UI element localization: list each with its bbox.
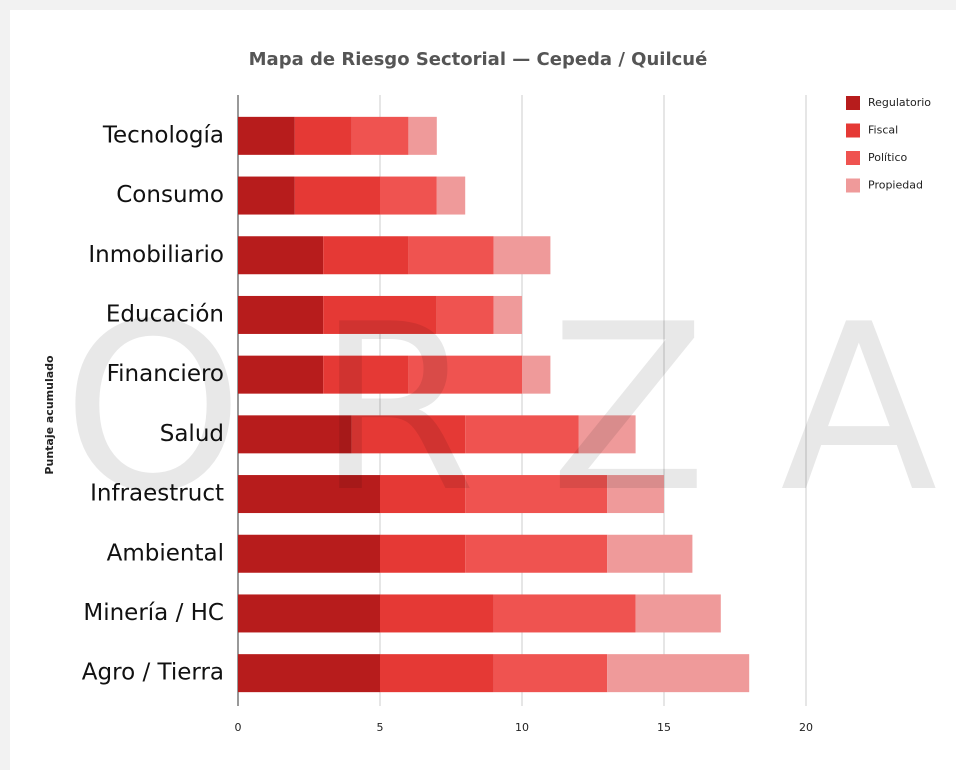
legend-label: Regulatorio [868, 96, 931, 109]
bar-segment [323, 355, 409, 394]
y-tick-label: Inmobiliario [88, 242, 224, 268]
bar-segment [238, 176, 295, 215]
x-tick-label: 5 [377, 721, 384, 734]
legend-label: Propiedad [868, 179, 923, 192]
bar-segment [522, 355, 551, 394]
bar-segment [465, 415, 579, 454]
bar-segment [380, 475, 466, 514]
bar-segment [607, 654, 750, 693]
bar-segment [465, 534, 608, 573]
bar-segment [238, 415, 352, 454]
bar-segment [294, 116, 352, 155]
bar-segment [408, 355, 522, 394]
y-tick-label: Educación [106, 301, 224, 327]
legend-swatch [846, 178, 860, 193]
plot: 0 5 10 15 20 Tecnología Consumo Inmobiliario Edu… [82, 95, 813, 734]
x-tick-label: 10 [515, 721, 529, 734]
bar-segment [607, 534, 693, 573]
bar-segment [408, 116, 437, 155]
bar-segment [238, 654, 380, 693]
legend-swatch [846, 96, 860, 110]
bar-segment [351, 415, 466, 454]
bar-segment [238, 236, 324, 275]
bar-segment [323, 295, 437, 334]
y-tick-label: Ambiental [107, 540, 224, 566]
bar-segment [493, 594, 636, 633]
bar-segment [578, 415, 636, 454]
bar-segment [380, 594, 494, 633]
bar-segment [238, 116, 295, 155]
bar-segment [465, 475, 608, 514]
bar-segment [493, 654, 608, 693]
watermark: O R Z A [62, 276, 937, 543]
bar-segment [238, 534, 380, 573]
y-tick-label: Minería / HC [83, 600, 224, 626]
bar-segment [493, 236, 551, 275]
bar-segment [635, 594, 721, 633]
chart-title: Mapa de Riesgo Sectorial — Cepeda / Quil… [249, 49, 708, 70]
bar-segment [238, 355, 324, 394]
legend-swatch [846, 151, 860, 165]
bar-segment [607, 475, 664, 514]
bar-segment [436, 176, 466, 215]
x-tick-label: 0 [235, 721, 242, 734]
bar-segment [380, 534, 466, 573]
bar-segment [294, 176, 380, 215]
x-tick-label: 15 [657, 721, 671, 734]
bar-segment [493, 295, 522, 334]
bar-segment [351, 116, 409, 155]
bar-segment [238, 475, 380, 514]
bar-segment [380, 654, 494, 693]
y-tick-label: Consumo [116, 182, 224, 208]
bar-segment [238, 594, 380, 633]
bar-segment [380, 176, 437, 215]
x-tick-label: 20 [799, 721, 813, 734]
y-tick-label: Financiero [107, 361, 224, 387]
y-tick-label: Infraestruct [90, 481, 224, 507]
y-tick-label: Tecnología [102, 122, 224, 148]
bar-segment [408, 236, 494, 275]
legend-label: Político [868, 151, 908, 164]
legend-label: Fiscal [868, 124, 898, 137]
y-tick-label: Agro / Tierra [82, 660, 224, 686]
y-axis-label: Puntaje acumulado [43, 355, 56, 475]
legend-swatch [846, 123, 860, 138]
bar-segment [238, 295, 324, 334]
bar-segment [323, 236, 409, 275]
bar-segment [436, 295, 494, 334]
y-tick-label: Salud [160, 421, 224, 447]
